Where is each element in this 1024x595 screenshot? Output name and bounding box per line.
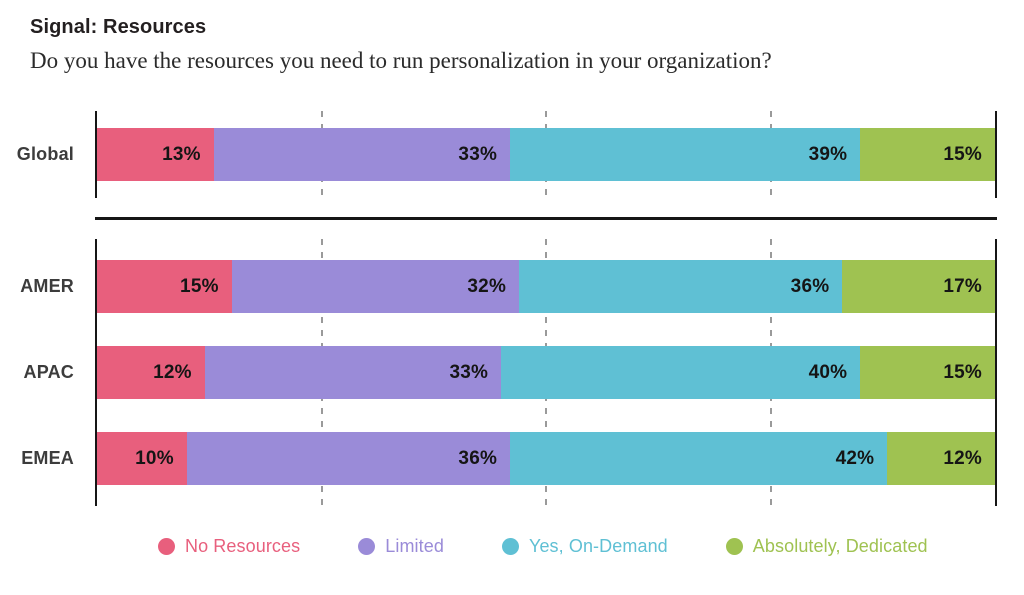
legend-label-limited: Limited bbox=[385, 536, 444, 556]
chart-title: Signal: Resources bbox=[30, 16, 207, 38]
chart-header: Signal: Resources Do you have the resour… bbox=[0, 0, 1024, 74]
legend-dot-yes-on-demand bbox=[501, 538, 519, 555]
segment-value-label: 39% bbox=[808, 143, 848, 165]
row-label-apac: APAC bbox=[23, 362, 74, 382]
bar-segment-no-resources: 13% bbox=[97, 128, 214, 181]
segment-value-label: 40% bbox=[808, 361, 848, 383]
legend-item-limited: Limited bbox=[358, 536, 444, 557]
legend-item-absolutely-dedicated: Absolutely, Dedicated bbox=[725, 536, 928, 557]
segment-value-label: 15% bbox=[180, 275, 219, 297]
bar-segment-absolutely-dedicated: 17% bbox=[842, 260, 995, 313]
bar-row-apac: APAC 12% 33% 40% 15% bbox=[24, 346, 995, 399]
bar-segment-limited: 32% bbox=[231, 260, 520, 313]
segment-value-label: 10% bbox=[135, 447, 174, 469]
bar-segment-yes-on-demand: 36% bbox=[519, 260, 843, 313]
legend-item-yes-on-demand: Yes, On-Demand bbox=[501, 536, 668, 557]
segment-value-label: 33% bbox=[458, 143, 498, 165]
bar-track-apac: 12% 33% 40% 15% bbox=[97, 346, 995, 399]
bar-row-emea: EMEA 10% 36% 42% 12% bbox=[21, 432, 995, 485]
bar-segment-absolutely-dedicated: 12% bbox=[887, 432, 995, 485]
stacked-bar-chart: Global 13% 33% 39% 15% AMER 15% 32% 36% 17% APAC 1… bbox=[17, 111, 997, 506]
legend-label-absolutely-dedicated: Absolutely, Dedicated bbox=[752, 536, 928, 556]
segment-value-label: 15% bbox=[943, 361, 982, 383]
bar-segment-limited: 33% bbox=[204, 346, 502, 399]
legend-label-no-resources: No Resources bbox=[185, 536, 301, 556]
segment-value-label: 36% bbox=[458, 447, 498, 469]
bar-row-amer: AMER 15% 32% 36% 17% bbox=[20, 260, 995, 313]
segment-value-label: 15% bbox=[943, 143, 982, 165]
segment-value-label: 17% bbox=[943, 275, 982, 297]
legend-dot-limited bbox=[358, 538, 376, 555]
segment-value-label: 33% bbox=[449, 361, 489, 383]
segment-value-label: 12% bbox=[943, 447, 982, 469]
segment-value-label: 36% bbox=[790, 275, 830, 297]
legend-dot-no-resources bbox=[158, 538, 175, 555]
legend-item-no-resources: No Resources bbox=[158, 536, 300, 557]
bar-segment-no-resources: 12% bbox=[97, 346, 205, 399]
bar-segment-limited: 36% bbox=[186, 432, 511, 485]
bar-row-global: Global 13% 33% 39% 15% bbox=[17, 128, 995, 181]
legend-label-yes-on-demand: Yes, On-Demand bbox=[528, 536, 668, 556]
bar-segment-limited: 33% bbox=[213, 128, 511, 181]
chart-subtitle: Do you have the resources you need to ru… bbox=[30, 48, 772, 73]
bar-segment-no-resources: 10% bbox=[97, 432, 187, 485]
segment-value-label: 32% bbox=[467, 275, 507, 297]
bar-track-emea: 10% 36% 42% 12% bbox=[97, 432, 995, 485]
row-label-amer: AMER bbox=[20, 276, 74, 296]
segment-value-label: 12% bbox=[153, 361, 192, 383]
regions-panel: AMER 15% 32% 36% 17% APAC 12% 33% 40% 15% EMEA 10% 3… bbox=[20, 239, 997, 506]
segment-value-label: 13% bbox=[162, 143, 201, 165]
segment-value-label: 42% bbox=[835, 447, 875, 469]
bar-segment-absolutely-dedicated: 15% bbox=[860, 128, 995, 181]
bar-segment-yes-on-demand: 40% bbox=[501, 346, 861, 399]
bar-track-global: 13% 33% 39% 15% bbox=[97, 128, 995, 181]
bar-track-amer: 15% 32% 36% 17% bbox=[97, 260, 995, 313]
bar-segment-absolutely-dedicated: 15% bbox=[860, 346, 995, 399]
row-label-global: Global bbox=[16, 144, 74, 164]
bar-segment-yes-on-demand: 42% bbox=[510, 432, 888, 485]
panel-divider bbox=[95, 217, 997, 220]
chart-legend: No Resources Limited Yes, On-Demand Absolut… bbox=[158, 536, 1024, 557]
legend-dot-absolutely-dedicated bbox=[725, 538, 743, 555]
bar-segment-no-resources: 15% bbox=[97, 260, 232, 313]
global-panel: Global 13% 33% 39% 15% bbox=[17, 111, 997, 198]
row-label-emea: EMEA bbox=[21, 448, 74, 468]
bar-segment-yes-on-demand: 39% bbox=[510, 128, 861, 181]
